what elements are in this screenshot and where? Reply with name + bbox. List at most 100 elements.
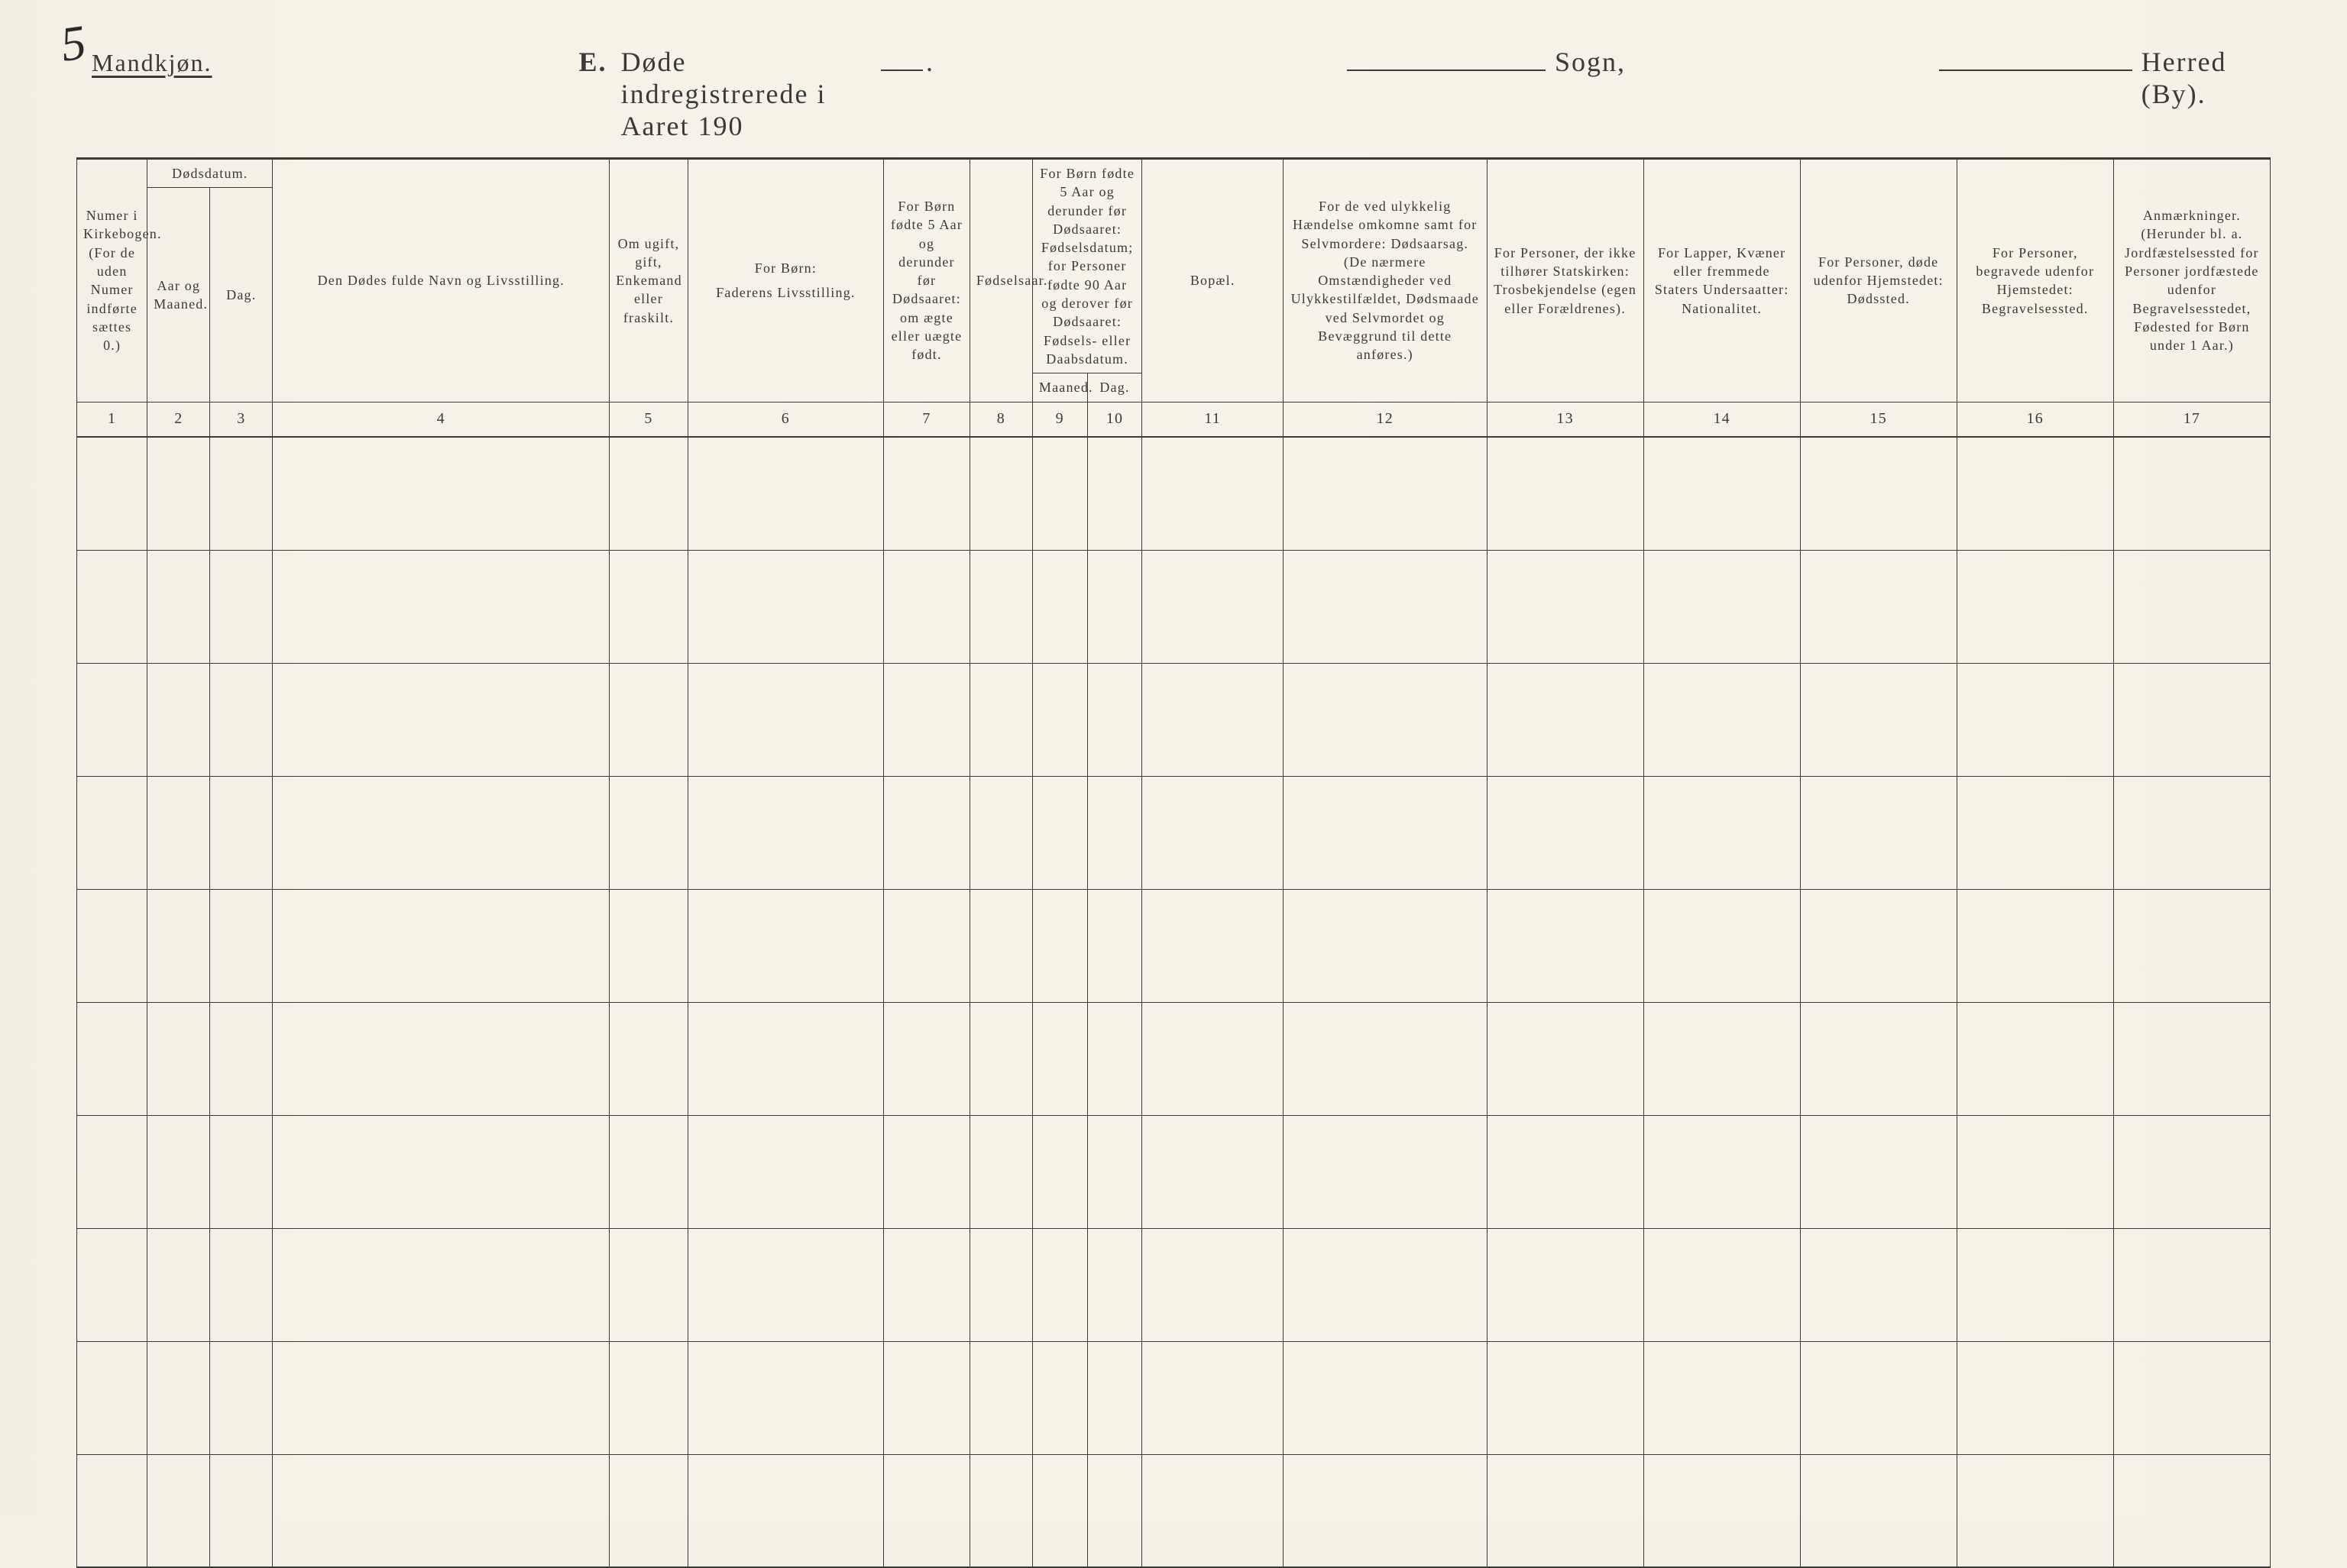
sogn-blank: [1347, 47, 1546, 71]
table-cell: [147, 1115, 210, 1228]
table-cell: [1283, 1341, 1487, 1454]
table-cell: [2113, 1454, 2270, 1567]
table-cell: [77, 889, 147, 1002]
ledger-table-wrap: Numer i Kirkebogen. (For de uden Numer i…: [76, 157, 2271, 1568]
table-cell: [273, 1454, 610, 1567]
colnum-1: 1: [77, 402, 147, 437]
col-header-11: Bopæl.: [1142, 159, 1284, 403]
table-cell: [1957, 889, 2113, 1002]
table-cell: [1032, 1115, 1087, 1228]
table-cell: [970, 1228, 1032, 1341]
table-cell: [1032, 550, 1087, 663]
table-cell: [1957, 1454, 2113, 1567]
col-header-10: Dag.: [1087, 373, 1142, 402]
year-blank: [881, 47, 923, 71]
table-body: [77, 437, 2271, 1567]
table-cell: [970, 437, 1032, 550]
table-cell: [688, 550, 883, 663]
table-cell: [77, 1228, 147, 1341]
table-cell: [1283, 663, 1487, 776]
section-letter: E.: [579, 46, 607, 78]
table-cell: [970, 1454, 1032, 1567]
table-cell: [2113, 550, 2270, 663]
table-cell: [1087, 776, 1142, 889]
table-cell: [688, 1228, 883, 1341]
table-cell: [1283, 889, 1487, 1002]
header-row: Mandkjøn. E. Døde indregistrerede i Aare…: [76, 46, 2271, 142]
table-cell: [1087, 1002, 1142, 1115]
table-row: [77, 1002, 2271, 1115]
ledger-table: Numer i Kirkebogen. (For de uden Numer i…: [76, 157, 2271, 1568]
table-cell: [1643, 1454, 1800, 1567]
table-cell: [1643, 1228, 1800, 1341]
table-cell: [610, 1228, 688, 1341]
table-row: [77, 437, 2271, 550]
table-cell: [1142, 889, 1284, 1002]
table-cell: [1283, 1115, 1487, 1228]
table-cell: [1800, 1454, 1957, 1567]
table-cell: [147, 437, 210, 550]
gender-label: Mandkjøn.: [92, 49, 212, 77]
table-cell: [273, 663, 610, 776]
table-cell: [147, 663, 210, 776]
table-cell: [273, 437, 610, 550]
col-header-4: Den Dødes fulde Navn og Livsstilling.: [273, 159, 610, 403]
table-cell: [1643, 889, 1800, 1002]
col6-bot: Faderens Livsstilling.: [694, 283, 877, 302]
table-cell: [1487, 1115, 1643, 1228]
table-cell: [610, 1341, 688, 1454]
col-header-17: Anmærkninger. (Herunder bl. a. Jordfæste…: [2113, 159, 2270, 403]
table-cell: [1032, 1228, 1087, 1341]
table-cell: [884, 1002, 970, 1115]
table-row: [77, 889, 2271, 1002]
table-cell: [2113, 437, 2270, 550]
table-cell: [2113, 1341, 2270, 1454]
table-cell: [884, 550, 970, 663]
col-header-8: Fødselsaar.: [970, 159, 1032, 403]
table-cell: [884, 776, 970, 889]
table-cell: [1087, 1454, 1142, 1567]
table-cell: [610, 437, 688, 550]
column-number-row: 1 2 3 4 5 6 7 8 9 10 11 12 13 14 15 16 1: [77, 402, 2271, 437]
table-row: [77, 550, 2271, 663]
col-header-2: Aar og Maaned.: [147, 188, 210, 402]
table-cell: [1283, 1454, 1487, 1567]
table-cell: [688, 776, 883, 889]
table-cell: [610, 550, 688, 663]
table-row: [77, 1341, 2271, 1454]
table-cell: [1957, 1002, 2113, 1115]
table-cell: [147, 1228, 210, 1341]
table-cell: [2113, 889, 2270, 1002]
table-cell: [610, 663, 688, 776]
col-header-12: For de ved ulykkelig Hændelse omkomne sa…: [1283, 159, 1487, 403]
col-header-1: Numer i Kirkebogen. (For de uden Numer i…: [77, 159, 147, 403]
table-cell: [610, 1115, 688, 1228]
herred-blank: [1939, 47, 2132, 71]
table-cell: [77, 550, 147, 663]
table-cell: [1142, 1002, 1284, 1115]
colnum-17: 17: [2113, 402, 2270, 437]
table-cell: [1283, 437, 1487, 550]
table-cell: [1487, 663, 1643, 776]
table-cell: [1800, 1341, 1957, 1454]
handwritten-page-number: 5: [57, 14, 89, 73]
table-cell: [210, 663, 273, 776]
table-cell: [1032, 889, 1087, 1002]
table-cell: [147, 550, 210, 663]
col-header-6: For Børn: Faderens Livsstilling.: [688, 159, 883, 403]
table-cell: [884, 1115, 970, 1228]
colnum-15: 15: [1800, 402, 1957, 437]
table-cell: [1643, 776, 1800, 889]
table-cell: [1643, 1115, 1800, 1228]
table-cell: [210, 550, 273, 663]
table-cell: [884, 889, 970, 1002]
table-cell: [210, 1115, 273, 1228]
table-cell: [1087, 1115, 1142, 1228]
table-cell: [273, 1115, 610, 1228]
table-cell: [1087, 550, 1142, 663]
colnum-7: 7: [884, 402, 970, 437]
table-cell: [1032, 1454, 1087, 1567]
table-cell: [1283, 1002, 1487, 1115]
table-cell: [1087, 889, 1142, 1002]
table-row: [77, 776, 2271, 889]
